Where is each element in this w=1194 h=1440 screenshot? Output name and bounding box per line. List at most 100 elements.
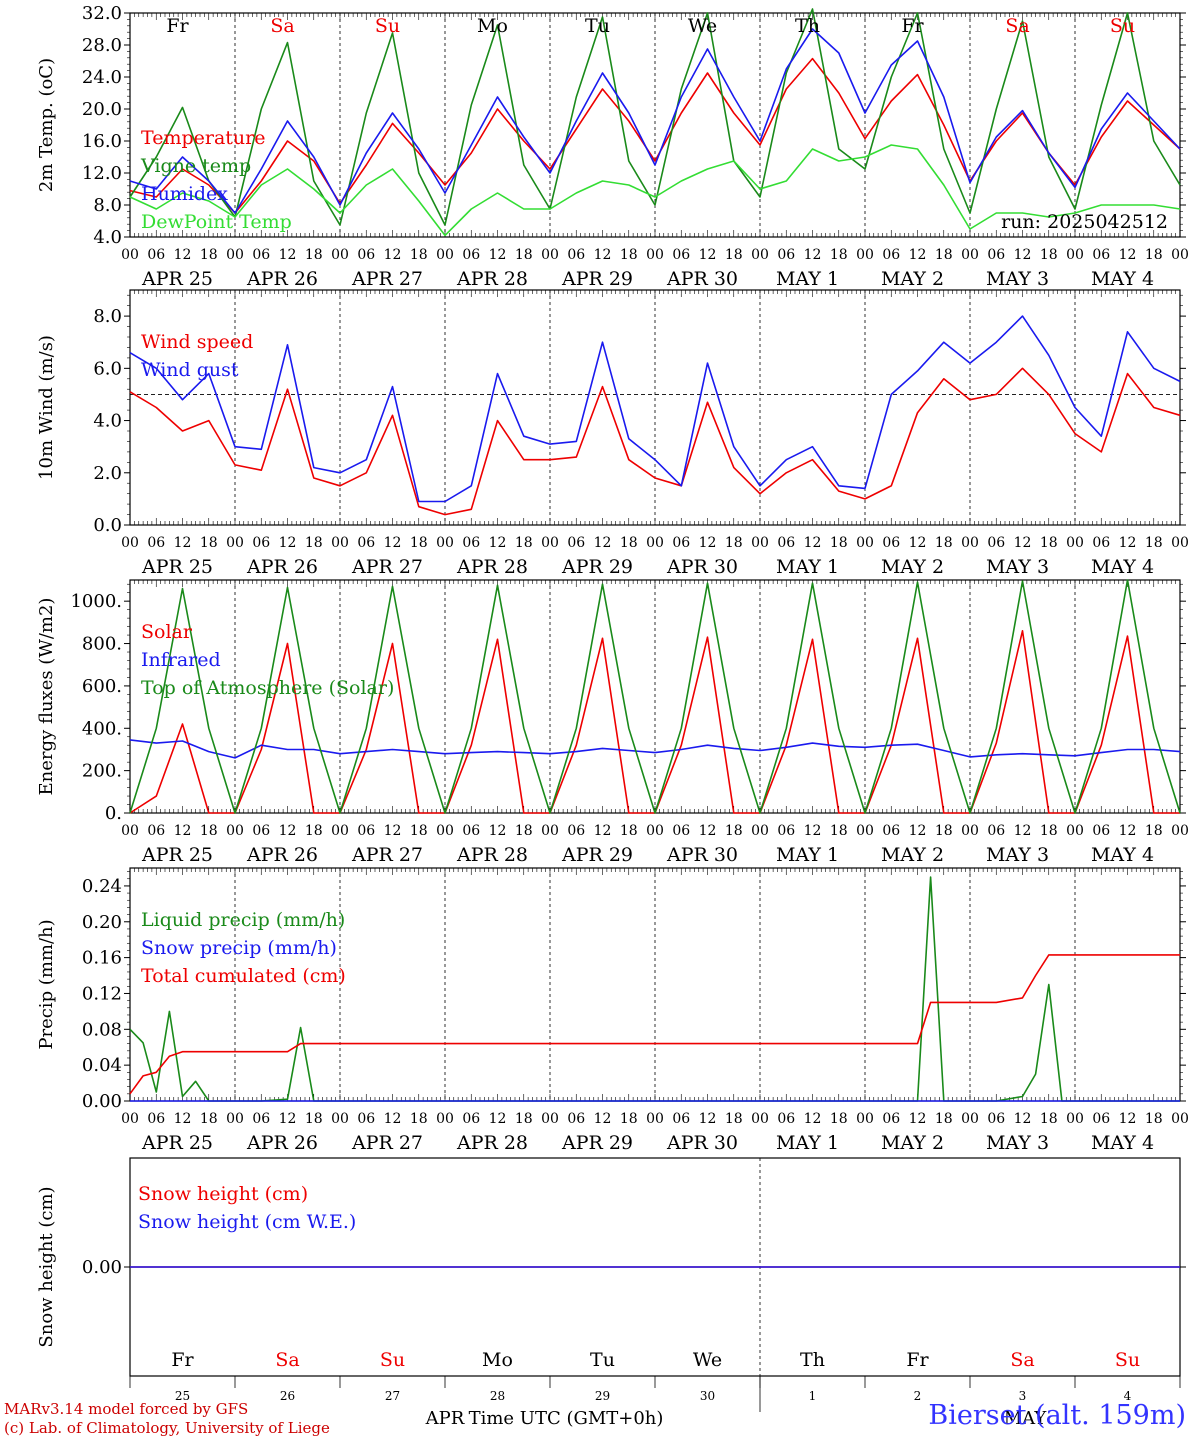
date-label: MAY 4 xyxy=(1091,556,1154,578)
weekday-label: Fr xyxy=(171,1349,194,1371)
series-line-humidex xyxy=(129,28,1181,214)
day-number: 1 xyxy=(809,1389,817,1403)
model-line: MARv3.14 model forced by GFS xyxy=(4,1400,249,1418)
x-tick-label: 18 xyxy=(305,1111,323,1127)
x-tick-label: 18 xyxy=(935,1111,953,1127)
x-tick-label: 00 xyxy=(751,1111,769,1127)
y-tick-label: 4.0 xyxy=(93,411,122,432)
x-tick-label: 18 xyxy=(515,823,533,839)
series-line-top-of-atmosphere-solar- xyxy=(129,579,1181,814)
x-tick-label: 00 xyxy=(331,823,349,839)
x-tick-label: 00 xyxy=(1066,1111,1084,1127)
y-tick-label: 0.12 xyxy=(82,983,122,1004)
x-tick-label: 06 xyxy=(252,247,270,263)
date-label: APR 26 xyxy=(246,1132,318,1154)
y-tick-label: 0.16 xyxy=(82,948,122,969)
weekday-label: Su xyxy=(1110,15,1135,37)
y-axis-title: 2m Temp. (oC) xyxy=(36,58,57,192)
x-tick-label: 12 xyxy=(489,535,507,551)
x-tick-label: 06 xyxy=(252,1111,270,1127)
x-tick-label: 00 xyxy=(121,247,139,263)
x-tick-label: 18 xyxy=(200,247,218,263)
x-tick-label: 00 xyxy=(121,823,139,839)
weekday-label: Su xyxy=(1115,1349,1140,1371)
y-tick-label: 8.0 xyxy=(93,195,122,216)
x-tick-label: 18 xyxy=(725,1111,743,1127)
x-tick-label: 12 xyxy=(699,1111,717,1127)
x-tick-label: 18 xyxy=(1145,247,1163,263)
x-tick-label: 06 xyxy=(357,535,375,551)
month-label-may: MAY xyxy=(1004,1408,1048,1429)
date-label: APR 30 xyxy=(666,268,738,290)
x-tick-label: 06 xyxy=(987,823,1005,839)
legend-entry: Wind speed xyxy=(141,331,253,353)
x-tick-label: 06 xyxy=(357,247,375,263)
x-tick-label: 12 xyxy=(384,535,402,551)
x-tick-label: 06 xyxy=(1092,247,1110,263)
x-tick-label: 12 xyxy=(804,823,822,839)
legend-entry: Snow precip (mm/h) xyxy=(141,937,337,959)
weekday-label: We xyxy=(688,15,717,37)
weekday-label: Th xyxy=(795,15,820,37)
series-line-temperature xyxy=(129,57,1181,214)
x-tick-label: 06 xyxy=(567,823,585,839)
weekday-label: Mo xyxy=(477,15,508,37)
x-tick-label: 00 xyxy=(436,823,454,839)
x-tick-label: 00 xyxy=(541,247,559,263)
y-tick-label: 6.0 xyxy=(93,358,122,379)
run-label: run: 2025042512 xyxy=(1001,211,1168,233)
x-tick-label: 12 xyxy=(909,247,927,263)
x-tick-label: 12 xyxy=(384,1111,402,1127)
x-tick-label: 12 xyxy=(699,247,717,263)
x-tick-label: 18 xyxy=(620,535,638,551)
date-label: MAY 1 xyxy=(776,844,839,866)
x-tick-label: 00 xyxy=(331,1111,349,1127)
x-tick-label: 18 xyxy=(1040,823,1058,839)
panel-4: 0.00 0.04 0.08 0.12 0.16 0.20 0.24 Precip (mm/h… xyxy=(36,867,1189,1154)
x-tick-label: 00 xyxy=(436,1111,454,1127)
y-axis-title: Precip (mm/h) xyxy=(36,919,57,1049)
x-tick-label: 00 xyxy=(1171,1111,1189,1127)
y-tick-label: 0.24 xyxy=(82,876,122,897)
x-tick-label: 18 xyxy=(410,1111,428,1127)
x-tick-label: 18 xyxy=(410,535,428,551)
x-tick-label: 12 xyxy=(279,535,297,551)
x-tick-label: 00 xyxy=(751,823,769,839)
x-tick-label: 18 xyxy=(725,823,743,839)
y-tick-label: 0.20 xyxy=(82,912,122,933)
date-label: MAY 4 xyxy=(1091,844,1154,866)
x-tick-label: 06 xyxy=(462,247,480,263)
x-tick-label: 12 xyxy=(384,247,402,263)
x-tick-label: 12 xyxy=(804,535,822,551)
x-tick-label: 06 xyxy=(987,535,1005,551)
panel-2: 0.0 2.0 4.0 6.0 8.0 10m Wind (m/s) Wind speed W… xyxy=(36,289,1189,578)
x-tick-label: 12 xyxy=(1014,1111,1032,1127)
date-label: MAY 3 xyxy=(986,268,1049,290)
date-label: APR 26 xyxy=(246,268,318,290)
x-tick-label: 00 xyxy=(1066,535,1084,551)
y-tick-label: 32.0 xyxy=(82,3,122,24)
x-tick-label: 06 xyxy=(672,1111,690,1127)
x-tick-label: 06 xyxy=(147,823,165,839)
x-tick-label: 00 xyxy=(1171,535,1189,551)
series-line-wind-gust xyxy=(129,315,1181,503)
day-number: 3 xyxy=(1019,1389,1027,1403)
date-label: MAY 3 xyxy=(986,844,1049,866)
x-tick-label: 00 xyxy=(226,535,244,551)
legend-entry: Infrared xyxy=(141,649,221,671)
series-line-dewpoint-temp xyxy=(129,144,1181,237)
x-tick-label: 06 xyxy=(882,1111,900,1127)
day-number: 25 xyxy=(175,1389,190,1403)
x-tick-label: 06 xyxy=(567,247,585,263)
x-tick-label: 12 xyxy=(279,1111,297,1127)
x-tick-label: 12 xyxy=(1014,247,1032,263)
legend-entry: Total cumulated (cm) xyxy=(141,965,346,987)
weekday-label: Sa xyxy=(270,15,294,37)
x-tick-label: 00 xyxy=(646,823,664,839)
date-label: APR 27 xyxy=(351,1132,423,1154)
day-number: 2 xyxy=(914,1389,922,1403)
date-label: MAY 4 xyxy=(1091,1132,1154,1154)
x-tick-label: 06 xyxy=(672,535,690,551)
x-tick-label: 06 xyxy=(777,247,795,263)
date-label: APR 26 xyxy=(246,556,318,578)
